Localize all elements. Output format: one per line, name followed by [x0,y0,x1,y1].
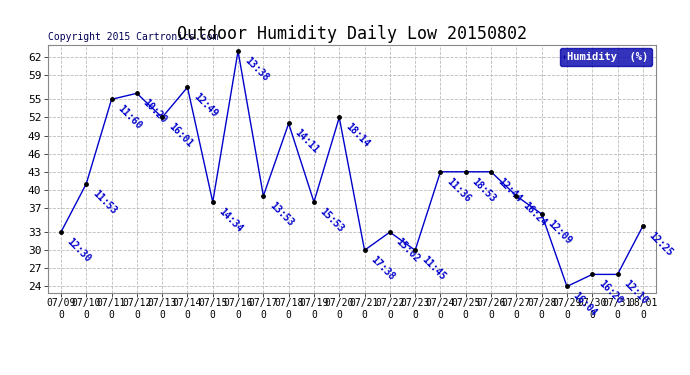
Text: 12:25: 12:25 [647,230,675,258]
Text: 12:30: 12:30 [65,236,93,264]
Text: 13:38: 13:38 [242,55,270,83]
Text: 16:01: 16:01 [166,122,194,150]
Text: 16:24: 16:24 [520,200,549,228]
Text: 10:20: 10:20 [141,98,169,125]
Text: 15:02: 15:02 [394,236,422,264]
Text: 12:10: 12:10 [622,279,649,306]
Text: 16:20: 16:20 [596,279,624,306]
Text: 17:38: 17:38 [368,254,397,282]
Text: 11:36: 11:36 [444,176,473,204]
Text: 16:04: 16:04 [571,291,599,318]
Title: Outdoor Humidity Daily Low 20150802: Outdoor Humidity Daily Low 20150802 [177,26,527,44]
Text: 18:53: 18:53 [470,176,497,204]
Text: 15:53: 15:53 [318,206,346,234]
Text: 18:14: 18:14 [344,122,371,150]
Text: 14:34: 14:34 [217,206,245,234]
Text: 12:44: 12:44 [495,176,523,204]
Text: 11:60: 11:60 [116,104,144,131]
Legend: Humidity  (%): Humidity (%) [560,48,652,66]
Text: 11:45: 11:45 [420,254,447,282]
Text: 12:49: 12:49 [192,92,219,119]
Text: 12:09: 12:09 [546,218,573,246]
Text: 11:53: 11:53 [90,188,118,216]
Text: 13:53: 13:53 [268,200,295,228]
Text: 14:11: 14:11 [293,128,321,156]
Text: Copyright 2015 Cartronics.com: Copyright 2015 Cartronics.com [48,32,219,42]
